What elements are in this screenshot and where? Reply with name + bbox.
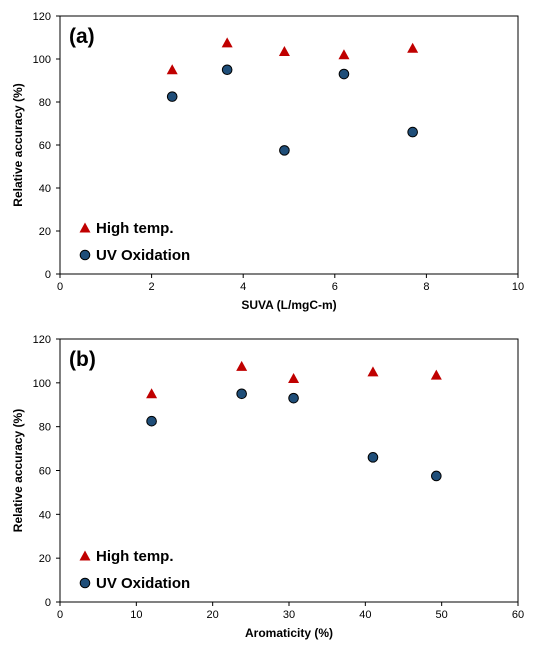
y-tick-label: 40 <box>39 509 51 521</box>
x-tick-label: 30 <box>283 609 295 621</box>
data-point-circle <box>166 91 178 102</box>
y-tick-label: 40 <box>39 183 51 195</box>
x-tick-label: 2 <box>149 281 155 293</box>
data-point-triangle <box>236 360 248 371</box>
legend: High temp. UV Oxidation <box>79 220 190 264</box>
legend-label: High temp. <box>96 548 174 565</box>
data-point-triangle <box>278 45 290 56</box>
y-tick-label: 20 <box>39 226 51 238</box>
data-point-circle <box>288 392 299 404</box>
series-1 <box>166 64 418 156</box>
x-tick-label: 50 <box>436 609 448 621</box>
y-tick-label: 20 <box>39 553 51 565</box>
data-point-triangle <box>430 369 442 380</box>
y-tick-label: 80 <box>39 422 51 434</box>
y-tick-label: 100 <box>33 378 51 390</box>
y-tick-label: 0 <box>45 269 51 281</box>
x-axis-title: SUVA (L/mgC-m) <box>241 298 336 312</box>
x-tick-label: 10 <box>512 281 524 293</box>
x-tick-label: 0 <box>57 281 63 293</box>
x-tick-label: 0 <box>57 609 63 621</box>
data-point-triangle <box>146 388 158 399</box>
data-point-circle <box>236 388 247 400</box>
x-tick-label: 40 <box>359 609 371 621</box>
panel-label: (b) <box>69 348 96 371</box>
data-point-circle <box>431 470 442 482</box>
panel-label: (a) <box>69 25 95 48</box>
legend-marker-triangle <box>79 550 91 561</box>
data-point-triangle <box>221 37 233 48</box>
y-tick-label: 100 <box>33 54 51 66</box>
x-tick-label: 20 <box>207 609 219 621</box>
legend-label: High temp. <box>96 220 174 237</box>
legend: High temp. UV Oxidation <box>79 548 190 592</box>
y-tick-label: 60 <box>39 466 51 478</box>
data-point-circle <box>279 145 290 156</box>
data-point-triangle <box>367 366 379 377</box>
legend-marker-circle <box>79 249 91 261</box>
data-point-triangle <box>166 64 178 75</box>
data-point-circle <box>367 452 379 463</box>
data-point-circle <box>338 68 350 80</box>
y-axis-title: Relative accuracy (%) <box>11 83 25 206</box>
x-tick-label: 6 <box>332 281 338 293</box>
legend-marker-triangle <box>79 222 91 233</box>
data-point-triangle <box>338 49 350 60</box>
x-tick-label: 4 <box>240 281 246 293</box>
x-axis-title: Aromaticity (%) <box>245 626 333 640</box>
y-tick-label: 60 <box>39 140 51 152</box>
legend-marker-circle <box>79 577 91 589</box>
data-point-circle <box>221 64 233 76</box>
series-0 <box>146 360 442 399</box>
y-tick-label: 120 <box>33 334 51 346</box>
legend-label: UV Oxidation <box>96 575 190 592</box>
x-tick-label: 60 <box>512 609 524 621</box>
series-1 <box>146 388 442 482</box>
panel-1: 0 10 20 30 40 50 60 0 20 40 60 80 100 120 Aromaticity … <box>11 334 524 640</box>
series-0 <box>166 37 419 75</box>
y-tick-label: 80 <box>39 97 51 109</box>
data-point-triangle <box>288 372 300 383</box>
y-tick-label: 120 <box>33 11 51 23</box>
data-point-triangle <box>407 42 419 53</box>
data-point-circle <box>146 415 157 427</box>
x-tick-label: 8 <box>423 281 429 293</box>
x-tick-label: 10 <box>130 609 142 621</box>
data-point-circle <box>407 126 418 138</box>
y-axis-title: Relative accuracy (%) <box>11 409 25 532</box>
legend-label: UV Oxidation <box>96 247 190 264</box>
y-tick-label: 0 <box>45 597 51 609</box>
